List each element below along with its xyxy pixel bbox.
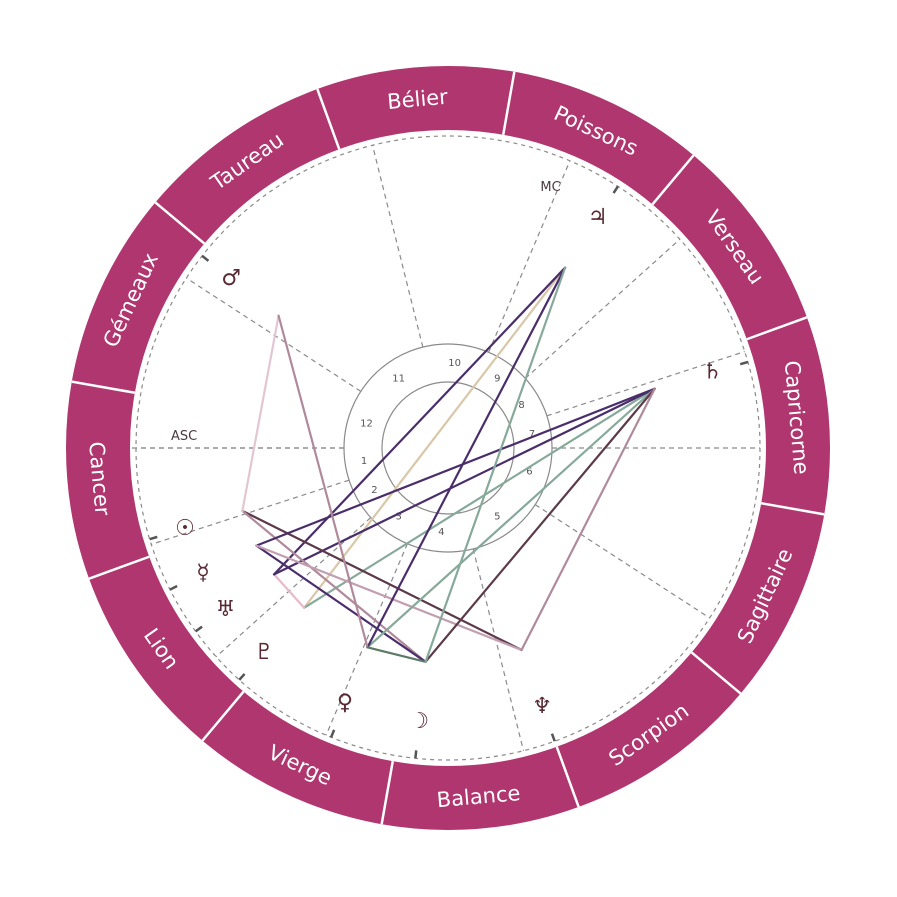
house-cusp-line	[371, 145, 424, 348]
planet-tick	[414, 750, 418, 759]
aspect-line	[272, 266, 567, 576]
saturn-icon: ♄	[702, 360, 722, 385]
house-cusp-line	[186, 277, 362, 392]
house-number-4: 4	[438, 527, 444, 538]
sign-divider	[154, 201, 206, 245]
aspect-line	[272, 387, 656, 576]
planet-tick	[201, 254, 210, 262]
house-cusp-line	[472, 548, 525, 751]
aspect-line	[424, 387, 656, 663]
aspect-line	[366, 387, 656, 649]
inner-dashed-circle	[135, 135, 761, 761]
house-ring-inner	[381, 381, 515, 515]
sign-divider	[71, 380, 136, 395]
angle-labels: ASC MC	[171, 180, 561, 444]
sign-divider	[690, 651, 742, 695]
house-number-7: 7	[529, 429, 535, 440]
sign-divider	[316, 88, 341, 150]
aspect-line	[303, 266, 567, 609]
sign-divider	[651, 154, 695, 206]
jupiter-icon: ♃	[588, 205, 608, 230]
house-cusp-line	[546, 351, 745, 417]
house-number-1: 1	[361, 456, 367, 467]
aspect-line	[366, 646, 427, 663]
aspect-line	[241, 314, 280, 512]
sign-divider	[746, 316, 808, 341]
sign-divider	[501, 71, 516, 136]
aspect-line	[255, 387, 656, 547]
planet-tick	[329, 729, 336, 738]
neptune-icon: ♆	[532, 694, 552, 719]
house-number-10: 10	[448, 358, 461, 369]
planet-tick	[194, 625, 203, 633]
aspect-line	[255, 544, 427, 663]
planet-tick	[149, 535, 158, 541]
degree-ticks	[149, 185, 749, 759]
sign-divider	[201, 690, 245, 742]
sign-divider	[88, 555, 150, 580]
house-cusp-lines	[130, 145, 760, 751]
house-ring-outer	[343, 343, 553, 553]
aspect-line	[272, 573, 306, 609]
sign-divider	[760, 501, 825, 516]
house-number-12: 12	[360, 418, 373, 429]
planet-tick	[739, 360, 749, 366]
house-number-8: 8	[518, 400, 524, 411]
house-number-5: 5	[494, 512, 500, 523]
house-cusp-line	[488, 160, 571, 353]
house-number-6: 6	[526, 467, 532, 478]
mercury-icon: ☿	[196, 560, 210, 585]
venus-icon: ♀	[337, 690, 353, 715]
house-number-2: 2	[371, 485, 377, 496]
house-cusp-line	[325, 543, 408, 736]
aspect-line	[277, 314, 369, 649]
moon-icon: ☽	[409, 709, 429, 734]
house-cusp-line	[534, 504, 710, 619]
uranus-icon: ♅	[216, 597, 236, 622]
aspect-lines	[241, 266, 656, 663]
mc-label: MC	[540, 180, 560, 195]
sign-label-0: Bélier	[386, 85, 449, 114]
house-number-11: 11	[392, 373, 405, 384]
aspect-line	[241, 509, 427, 663]
planet-tick	[238, 673, 246, 681]
aspect-line	[255, 544, 523, 652]
house-cusp-line	[215, 517, 372, 658]
aspect-line	[520, 387, 656, 652]
aspect-line	[424, 266, 567, 663]
sign-divider	[380, 760, 395, 825]
aspect-line	[241, 509, 523, 652]
aspect-line	[366, 266, 567, 649]
planet-glyphs: ☉☿♅ ♇ ♀ ☽ ♆ ♄ ♃ ♂	[175, 205, 722, 734]
house-cusp-line	[151, 479, 350, 545]
zodiac-ring: BélierTaureauGémeauxCancerLionViergeBala…	[66, 66, 830, 830]
pluto-icon: ♇	[254, 640, 274, 665]
sun-icon: ☉	[175, 516, 195, 541]
sign-divider	[555, 746, 580, 808]
planet-tick	[169, 584, 178, 591]
zodiac-band	[66, 66, 830, 830]
planet-tick	[612, 185, 619, 194]
house-number-3: 3	[395, 512, 401, 523]
house-cusp-line	[524, 238, 681, 379]
mars-icon: ♂	[221, 266, 241, 291]
planet-tick	[550, 733, 556, 742]
house-number-9: 9	[494, 373, 500, 384]
asc-label: ASC	[171, 429, 197, 444]
